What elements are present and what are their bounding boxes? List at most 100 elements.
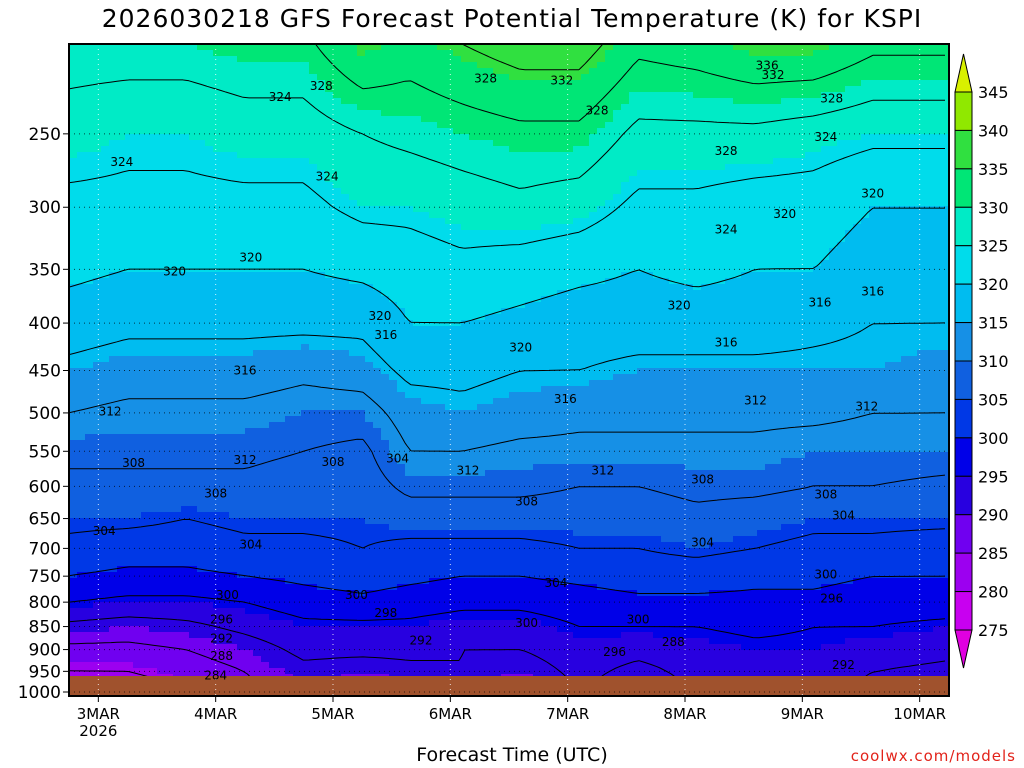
heatmap-cell: [189, 404, 198, 411]
heatmap-cell: [125, 332, 134, 339]
heatmap-cell: [349, 578, 358, 585]
heatmap-cell: [429, 434, 438, 441]
heatmap-cell: [133, 308, 142, 315]
heatmap-cell: [253, 44, 262, 51]
heatmap-cell: [125, 434, 134, 441]
heatmap-cell: [69, 92, 78, 99]
heatmap-cell: [77, 602, 86, 609]
heatmap-cell: [349, 368, 358, 375]
heatmap-cell: [221, 362, 230, 369]
heatmap-cell: [157, 344, 166, 351]
heatmap-cell: [165, 368, 174, 375]
heatmap-cell: [173, 410, 182, 417]
heatmap-cell: [173, 230, 182, 237]
heatmap-cell: [85, 338, 94, 345]
heatmap-cell: [165, 302, 174, 309]
credit-link[interactable]: coolwx.com/models: [850, 747, 1016, 765]
heatmap-cell: [341, 212, 350, 219]
heatmap-cell: [381, 134, 390, 141]
heatmap-cell: [117, 134, 126, 141]
heatmap-cell: [77, 248, 86, 255]
heatmap-cell: [69, 638, 78, 645]
heatmap-cell: [93, 434, 102, 441]
heatmap-cell: [229, 350, 238, 357]
heatmap-cell: [413, 104, 422, 111]
heatmap-cell: [229, 536, 238, 543]
heatmap-cell: [69, 446, 78, 453]
heatmap-cell: [325, 92, 334, 99]
heatmap-cell: [69, 50, 78, 57]
heatmap-cell: [365, 602, 374, 609]
heatmap-cell: [389, 224, 398, 231]
heatmap-cell: [237, 554, 246, 561]
heatmap-cell: [205, 242, 214, 249]
heatmap-cell: [69, 410, 78, 417]
heatmap-cell: [373, 626, 382, 633]
heatmap-cell: [181, 110, 190, 117]
heatmap-cell: [133, 512, 142, 519]
heatmap-cell: [309, 452, 318, 459]
heatmap-cell: [373, 98, 382, 105]
heatmap-cell: [373, 656, 382, 663]
heatmap-cell: [293, 128, 302, 135]
heatmap-cell: [253, 290, 262, 297]
heatmap-cell: [93, 368, 102, 375]
heatmap-cell: [381, 536, 390, 543]
heatmap-cell: [165, 620, 174, 627]
heatmap-cell: [333, 128, 342, 135]
heatmap-cell: [157, 104, 166, 111]
heatmap-cell: [317, 380, 326, 387]
heatmap-cell: [77, 200, 86, 207]
heatmap-cell: [333, 176, 342, 183]
heatmap-cell: [205, 314, 214, 321]
heatmap-cell: [173, 602, 182, 609]
heatmap-cell: [285, 182, 294, 189]
heatmap-cell: [413, 428, 422, 435]
heatmap-cell: [429, 50, 438, 57]
heatmap-cell: [317, 92, 326, 99]
heatmap-cell: [205, 530, 214, 537]
heatmap-cell: [349, 44, 358, 51]
heatmap-cell: [317, 596, 326, 603]
heatmap-cell: [213, 98, 222, 105]
heatmap-cell: [285, 398, 294, 405]
heatmap-cell: [237, 140, 246, 147]
heatmap-cell: [277, 302, 286, 309]
heatmap-cell: [125, 452, 134, 459]
heatmap-cell: [293, 596, 302, 603]
heatmap-cell: [309, 296, 318, 303]
heatmap-cell: [181, 128, 190, 135]
heatmap-cell: [125, 236, 134, 243]
heatmap-cell: [85, 536, 94, 543]
heatmap-cell: [69, 620, 78, 627]
heatmap-cell: [109, 86, 118, 93]
heatmap-cell: [325, 404, 334, 411]
heatmap-cell: [69, 566, 78, 573]
heatmap-cell: [269, 446, 278, 453]
heatmap-cell: [117, 320, 126, 327]
heatmap-cell: [357, 656, 366, 663]
heatmap-cell: [429, 380, 438, 387]
heatmap-cell: [261, 260, 270, 267]
heatmap-cell: [157, 338, 166, 345]
heatmap-cell: [389, 668, 398, 675]
heatmap-cell: [165, 80, 174, 87]
heatmap-cell: [253, 284, 262, 291]
heatmap-cell: [165, 146, 174, 153]
heatmap-cell: [285, 500, 294, 507]
heatmap-cell: [421, 398, 430, 405]
heatmap-cell: [349, 182, 358, 189]
heatmap-cell: [301, 524, 310, 531]
heatmap-cell: [293, 446, 302, 453]
heatmap-cell: [157, 308, 166, 315]
heatmap-cell: [85, 602, 94, 609]
heatmap-cell: [261, 278, 270, 285]
heatmap-cell: [333, 614, 342, 621]
heatmap-cell: [413, 86, 422, 93]
heatmap-cell: [221, 632, 230, 639]
heatmap-cell: [341, 62, 350, 69]
heatmap-cell: [293, 326, 302, 333]
heatmap-cell: [93, 506, 102, 513]
heatmap-cell: [109, 356, 118, 363]
heatmap-cell: [117, 632, 126, 639]
